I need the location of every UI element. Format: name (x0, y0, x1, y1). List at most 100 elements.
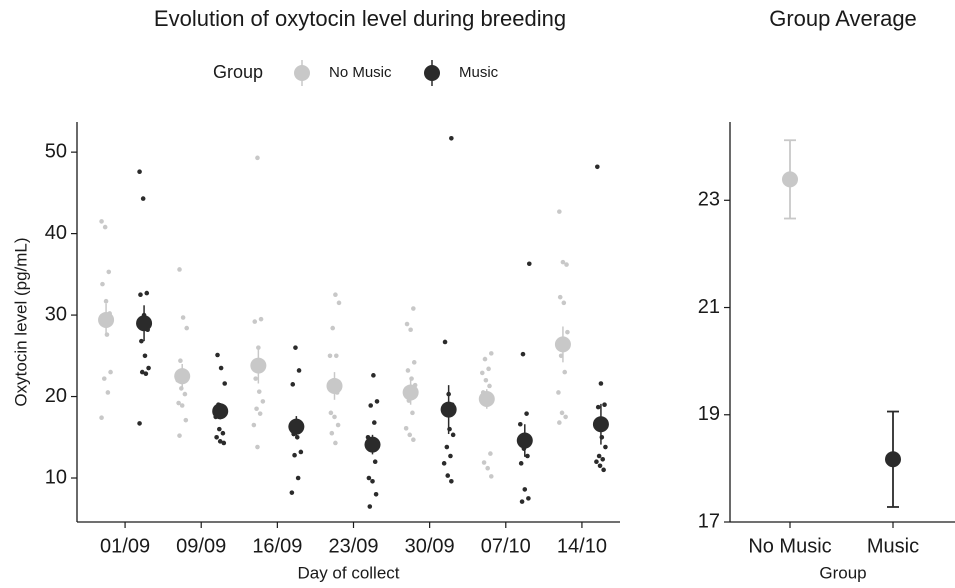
raw-point (252, 319, 258, 324)
raw-point (179, 403, 185, 408)
raw-point (335, 422, 341, 428)
raw-point (404, 321, 410, 327)
raw-point (139, 369, 145, 375)
legend-marker (294, 65, 310, 81)
raw-point (366, 475, 372, 481)
x-tick-label: 14/10 (557, 535, 607, 557)
y-tick-label: 10 (45, 466, 67, 488)
raw-point (526, 261, 532, 267)
mean-point (592, 416, 609, 433)
raw-point (295, 475, 301, 481)
raw-point (601, 467, 606, 473)
raw-point (371, 373, 376, 378)
raw-point (524, 411, 529, 416)
raw-point (410, 410, 415, 416)
raw-point (603, 444, 608, 450)
raw-point (182, 391, 188, 397)
legend-marker (424, 65, 440, 81)
raw-point (215, 352, 220, 358)
y-tick-label: 19 (698, 403, 720, 425)
raw-point (597, 463, 603, 469)
raw-point (594, 459, 599, 465)
raw-point (289, 490, 295, 495)
raw-point (483, 377, 489, 383)
raw-point (333, 440, 338, 446)
raw-point (525, 453, 530, 459)
raw-point (290, 382, 296, 387)
raw-point (556, 390, 561, 395)
chart-title: Group Average (769, 6, 917, 31)
raw-point (409, 376, 414, 381)
raw-point (564, 262, 569, 267)
raw-point (177, 267, 182, 272)
raw-point (487, 383, 492, 389)
y-tick-label: 40 (45, 222, 67, 244)
y-tick-label: 30 (45, 303, 67, 325)
raw-point (368, 403, 374, 408)
y-tick-label: 21 (698, 296, 720, 318)
y-tick-label: 17 (698, 510, 720, 532)
raw-point (373, 492, 379, 497)
mean-point (326, 377, 343, 394)
raw-point (557, 209, 562, 214)
raw-point (408, 327, 413, 333)
raw-point (254, 406, 259, 412)
x-tick-label: No Music (748, 535, 831, 557)
raw-point (142, 353, 148, 359)
raw-point (333, 292, 338, 298)
legend-title: Group (213, 62, 263, 82)
raw-point (180, 315, 186, 320)
mean-point (402, 384, 419, 401)
mean-point (136, 315, 153, 332)
raw-point (557, 294, 563, 300)
x-tick-label: 23/09 (328, 535, 378, 557)
raw-point (332, 414, 337, 420)
mean-point (782, 171, 798, 188)
raw-point (105, 390, 111, 395)
raw-point (488, 474, 494, 479)
raw-point (177, 433, 182, 438)
raw-point (449, 478, 454, 484)
raw-point (595, 164, 600, 170)
raw-point (106, 269, 112, 275)
raw-point (292, 452, 297, 458)
raw-point (253, 376, 258, 381)
raw-point (99, 219, 104, 224)
raw-point (519, 499, 525, 504)
raw-point (441, 461, 447, 466)
raw-point (99, 415, 104, 421)
raw-point (563, 414, 568, 420)
mean-point (288, 418, 305, 435)
raw-point (449, 135, 454, 141)
raw-point (518, 461, 524, 466)
raw-point (557, 420, 562, 425)
raw-point (329, 430, 335, 436)
raw-point (481, 460, 487, 465)
raw-point (214, 434, 219, 440)
raw-point (411, 437, 416, 443)
x-tick-label: 07/10 (481, 535, 531, 557)
raw-point (330, 325, 336, 331)
raw-point (479, 370, 485, 376)
raw-point (596, 453, 602, 459)
raw-point (450, 432, 456, 438)
raw-point (221, 440, 227, 446)
raw-point (565, 329, 570, 335)
raw-point (146, 365, 151, 371)
x-axis-label: Group (819, 563, 866, 582)
legend-label: No Music (329, 64, 392, 81)
raw-point (218, 365, 224, 371)
y-tick-label: 50 (45, 140, 67, 162)
raw-point (403, 426, 409, 431)
raw-point (138, 292, 143, 298)
raw-point (517, 421, 523, 427)
raw-point (178, 358, 183, 363)
mean-point (174, 368, 191, 385)
raw-point (222, 381, 228, 386)
mean-point (478, 390, 495, 407)
mean-point (516, 432, 533, 449)
raw-point (327, 353, 333, 359)
raw-point (526, 496, 531, 501)
raw-point (101, 376, 107, 381)
